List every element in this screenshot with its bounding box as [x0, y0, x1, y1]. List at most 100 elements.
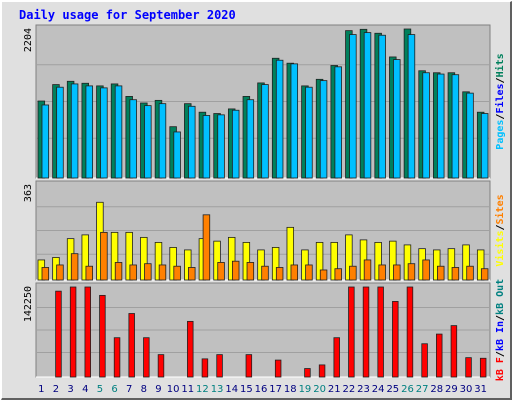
bar-visits-day-30 — [462, 244, 470, 281]
x-tick-label-day-29: 29 — [445, 384, 458, 395]
x-tick-label-day-5: 5 — [97, 384, 103, 395]
x-tick-label-day-2: 2 — [53, 384, 59, 395]
x-tick-label-day-1: 1 — [38, 384, 44, 395]
x-tick-label-day-6: 6 — [111, 384, 117, 395]
bar-kb-f-day-15 — [245, 354, 253, 378]
side-label-part: / — [495, 351, 506, 357]
bar-files-day-12 — [202, 115, 211, 179]
side-label-visits_sites: Visits/Sites — [494, 194, 506, 266]
bar-visits-day-10 — [169, 247, 177, 281]
bar-kb-f-day-20 — [318, 364, 326, 378]
x-tick-label-day-13: 13 — [211, 384, 224, 395]
bar-files-day-9 — [158, 103, 167, 179]
x-tick-label-day-14: 14 — [225, 384, 238, 395]
bar-sites-day-6 — [114, 262, 123, 281]
bar-sites-day-13 — [217, 262, 225, 281]
bar-sites-day-7 — [129, 264, 137, 281]
x-tick-label-day-4: 4 — [82, 384, 88, 395]
side-label-part: / — [495, 77, 506, 83]
bar-files-day-23 — [363, 32, 372, 179]
bar-kb-f-day-3 — [69, 286, 77, 378]
bar-visits-day-22 — [345, 234, 353, 281]
bar-files-day-30 — [466, 92, 474, 179]
bar-files-day-11 — [188, 105, 196, 179]
x-tick-label-day-3: 3 — [67, 384, 73, 395]
bar-visits-day-6 — [110, 231, 119, 281]
side-label-part: / — [495, 315, 506, 321]
bar-files-day-29 — [451, 74, 460, 179]
x-tick-label-day-18: 18 — [284, 384, 297, 395]
bar-sites-day-29 — [451, 267, 460, 281]
bar-sites-day-25 — [393, 264, 401, 281]
ymax-label-hits_files_pages: 2204 — [23, 28, 34, 52]
bar-kb-f-day-26 — [406, 286, 414, 378]
x-tick-label-day-7: 7 — [126, 384, 132, 395]
bar-files-day-8 — [144, 105, 152, 179]
bar-kb-f-day-6 — [113, 337, 121, 378]
bar-files-day-28 — [437, 73, 445, 179]
bar-files-day-16 — [261, 84, 269, 179]
side-label-part: Visits — [494, 231, 506, 267]
bar-sites-day-1 — [41, 267, 50, 281]
bar-visits-day-29 — [447, 248, 456, 281]
bar-files-day-25 — [393, 59, 401, 179]
x-tick-label-day-28: 28 — [430, 384, 443, 395]
bar-sites-day-8 — [144, 263, 152, 281]
bar-sites-day-28 — [437, 265, 445, 281]
bar-sites-day-23 — [363, 259, 372, 281]
bar-visits-day-24 — [374, 241, 382, 281]
bar-files-day-17 — [275, 59, 284, 179]
bar-files-day-3 — [70, 83, 79, 179]
bar-kb-f-day-13 — [216, 354, 223, 378]
x-tick-label-day-10: 10 — [167, 384, 180, 395]
bar-kb-f-day-12 — [201, 358, 209, 378]
x-tick-label-day-21: 21 — [328, 384, 341, 395]
side-label-part: Hits — [494, 53, 506, 77]
bar-sites-day-20 — [319, 269, 328, 281]
bar-sites-day-5 — [100, 231, 108, 281]
bar-files-day-13 — [217, 114, 225, 179]
bar-sites-day-26 — [407, 263, 416, 281]
x-tick-label-day-12: 12 — [196, 384, 209, 395]
side-label-part: / — [495, 114, 506, 120]
bar-files-day-14 — [231, 109, 240, 179]
side-label-part: Pages — [495, 120, 506, 150]
x-tick-label-day-27: 27 — [416, 384, 429, 395]
x-tick-label-day-9: 9 — [155, 384, 161, 395]
bar-kb-f-day-27 — [421, 343, 428, 378]
bar-sites-day-10 — [173, 265, 181, 281]
side-label-part: kB Out — [495, 279, 506, 315]
x-tick-label-day-24: 24 — [372, 384, 385, 395]
bar-sites-day-27 — [422, 259, 430, 281]
x-tick-label-day-22: 22 — [343, 384, 356, 395]
bar-visits-day-16 — [257, 249, 265, 281]
ymax-label-kbytes: 142250 — [23, 286, 34, 322]
bar-sites-day-16 — [261, 265, 269, 281]
ymax-label-visits_sites: 363 — [23, 184, 34, 202]
bar-kb-f-day-9 — [157, 354, 165, 378]
bar-visits-day-31 — [476, 249, 485, 281]
bar-kb-f-day-7 — [128, 313, 135, 378]
side-label-part: / — [495, 224, 506, 230]
x-tick-label-day-30: 30 — [460, 384, 473, 395]
bar-sites-day-11 — [188, 267, 196, 281]
x-tick-label-day-31: 31 — [474, 384, 487, 395]
bar-files-day-19 — [305, 86, 313, 179]
bar-files-day-4 — [85, 85, 93, 179]
bar-sites-day-30 — [466, 265, 474, 281]
bar-files-day-18 — [290, 63, 299, 179]
bar-files-day-20 — [319, 80, 328, 179]
x-tick-label-day-15: 15 — [240, 384, 253, 395]
bar-visits-day-8 — [140, 236, 148, 281]
bar-files-day-21 — [334, 66, 342, 179]
bar-sites-day-3 — [70, 253, 79, 281]
x-tick-label-day-26: 26 — [401, 384, 414, 395]
bar-kb-f-day-4 — [84, 286, 91, 378]
bar-sites-day-9 — [158, 264, 167, 281]
x-tick-label-day-8: 8 — [141, 384, 147, 395]
bar-visits-day-9 — [154, 241, 163, 281]
bar-visits-day-17 — [271, 247, 280, 281]
x-tick-label-day-23: 23 — [357, 384, 370, 395]
bar-kb-f-day-23 — [362, 286, 370, 378]
